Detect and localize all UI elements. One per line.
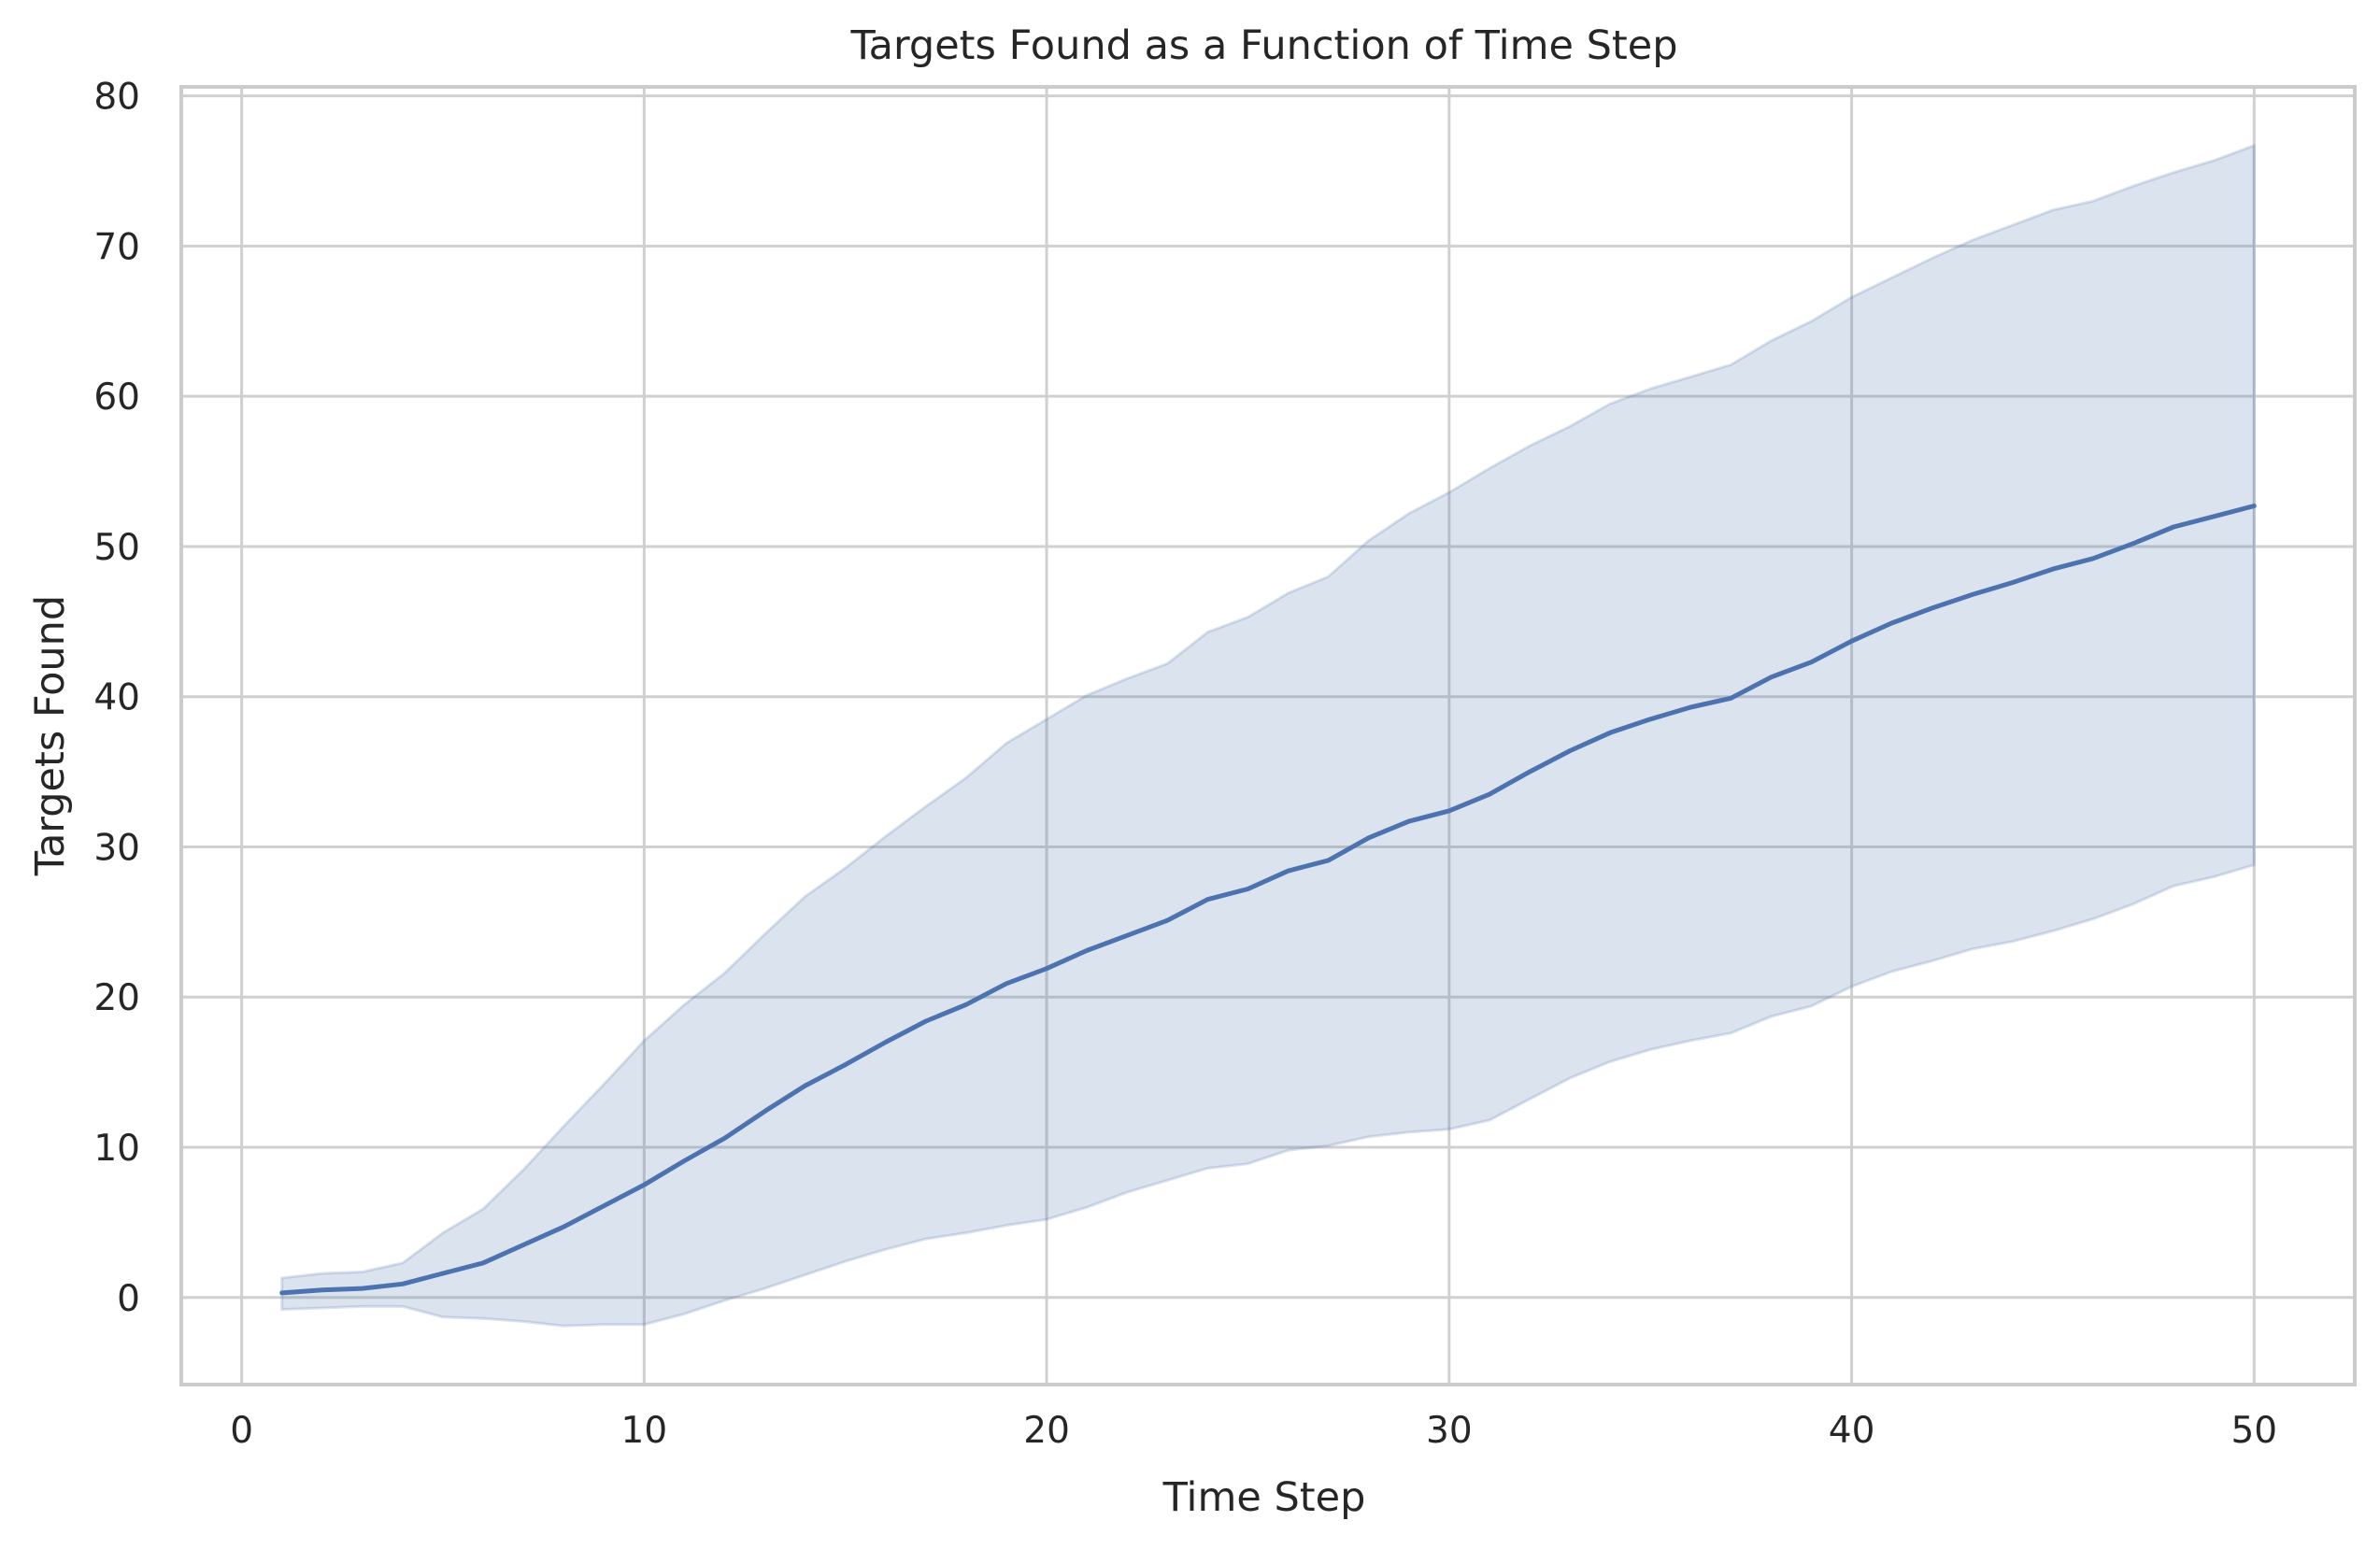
x-axis-label: Time Step <box>1162 1474 1366 1521</box>
y-tick-label: 0 <box>117 1278 140 1320</box>
y-tick-label: 60 <box>93 377 140 419</box>
plot-frame <box>179 85 2357 1386</box>
y-tick-label: 70 <box>93 226 140 268</box>
y-tick-label: 20 <box>93 977 140 1019</box>
gridlines <box>181 87 2355 1385</box>
y-tick-label: 80 <box>93 77 140 119</box>
x-tick-label: 40 <box>1829 1410 1875 1452</box>
x-tick-label: 50 <box>2230 1410 2277 1452</box>
y-tick-label: 40 <box>93 677 140 719</box>
y-tick-label: 10 <box>93 1128 140 1170</box>
confidence-band <box>280 143 2256 1328</box>
x-tick-label: 20 <box>1023 1410 1070 1452</box>
x-tick-label: 10 <box>621 1410 668 1452</box>
chart-title: Targets Found as a Function of Time Step <box>849 22 1677 69</box>
y-tick-label: 50 <box>93 527 140 569</box>
y-axis-label: Targets Found <box>27 595 74 876</box>
y-tick-labels: 0 10 20 30 40 50 60 70 80 <box>93 77 140 1320</box>
data-line <box>279 504 2257 1296</box>
x-tick-labels: 0 10 20 30 40 50 <box>230 1410 2277 1452</box>
x-tick-label: 0 <box>230 1410 253 1452</box>
y-tick-label: 30 <box>93 827 140 869</box>
x-tick-label: 30 <box>1426 1410 1473 1452</box>
